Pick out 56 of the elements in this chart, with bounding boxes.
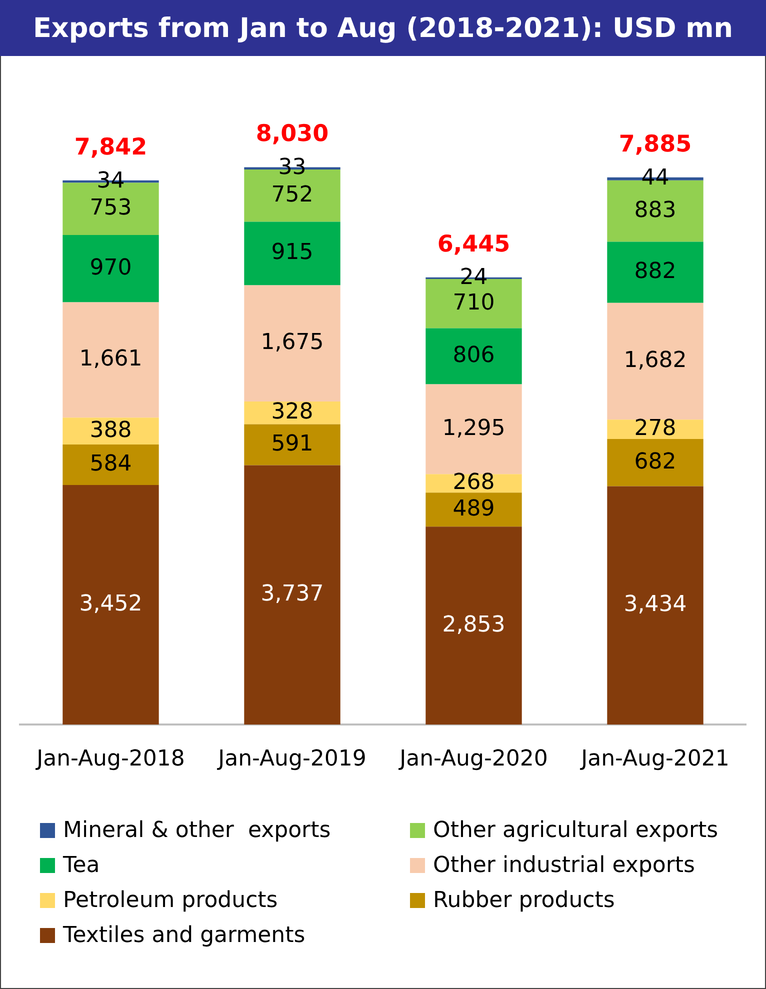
total-label: 7,842 — [74, 134, 148, 160]
data-label: 328 — [271, 400, 314, 425]
bar — [607, 438, 704, 486]
data-label: 882 — [634, 259, 676, 284]
legend-label: Other agricultural exports — [433, 818, 718, 843]
bar — [62, 234, 159, 302]
data-label: 1,661 — [79, 346, 142, 372]
bar — [426, 384, 522, 474]
total-label: 8,030 — [256, 121, 329, 148]
x-tick-label: Jan-Aug-2018 — [34, 746, 185, 772]
data-label: 710 — [452, 290, 495, 316]
data-label: 584 — [90, 451, 132, 476]
total-label: 7,885 — [618, 131, 692, 158]
data-label: 3,452 — [79, 592, 142, 617]
legend-label: Rubber products — [433, 888, 615, 913]
data-label: 682 — [634, 449, 676, 474]
data-label: 268 — [452, 470, 495, 496]
bar — [244, 424, 340, 466]
bar — [426, 328, 522, 384]
data-label: 3,434 — [624, 592, 687, 618]
data-label: 489 — [452, 496, 495, 522]
data-label: 1,675 — [260, 330, 324, 356]
data-label: 591 — [271, 431, 314, 456]
data-label: 1,682 — [624, 348, 687, 374]
data-label: 278 — [634, 416, 676, 442]
data-label: 388 — [90, 418, 132, 443]
legend-label: Other industrial exports — [433, 853, 695, 878]
bar — [62, 302, 159, 418]
bar — [426, 526, 522, 725]
x-tick-label: Jan-Aug-2020 — [398, 746, 548, 772]
legend-label: Mineral & other exports — [63, 818, 331, 843]
legend-label: Textiles and garments — [63, 923, 306, 948]
total-label: 6,445 — [437, 231, 510, 258]
bar — [244, 465, 340, 725]
data-label: 970 — [90, 255, 132, 280]
bar — [62, 485, 159, 725]
bar — [607, 486, 704, 725]
data-label: 1,295 — [442, 416, 506, 441]
data-label: 753 — [90, 196, 132, 221]
data-label: 3,737 — [260, 582, 324, 607]
data-label: 883 — [634, 198, 676, 223]
data-label: 2,853 — [442, 612, 506, 638]
legend-label: Petroleum products — [63, 888, 278, 913]
data-label: 806 — [452, 342, 495, 368]
bar — [244, 222, 340, 286]
x-tick-label: Jan-Aug-2021 — [579, 746, 730, 772]
data-label: 915 — [271, 240, 314, 266]
bar — [244, 285, 340, 402]
legend-label: Tea — [63, 853, 100, 878]
bar — [62, 444, 159, 486]
data-label: 752 — [271, 182, 314, 208]
bar — [607, 242, 704, 303]
bar — [426, 492, 522, 527]
x-tick-label: Jan-Aug-2019 — [216, 746, 366, 772]
chart-title: Exports from Jan to Aug (2018-2021): USD mn — [0, 0, 766, 56]
bar — [607, 302, 704, 420]
